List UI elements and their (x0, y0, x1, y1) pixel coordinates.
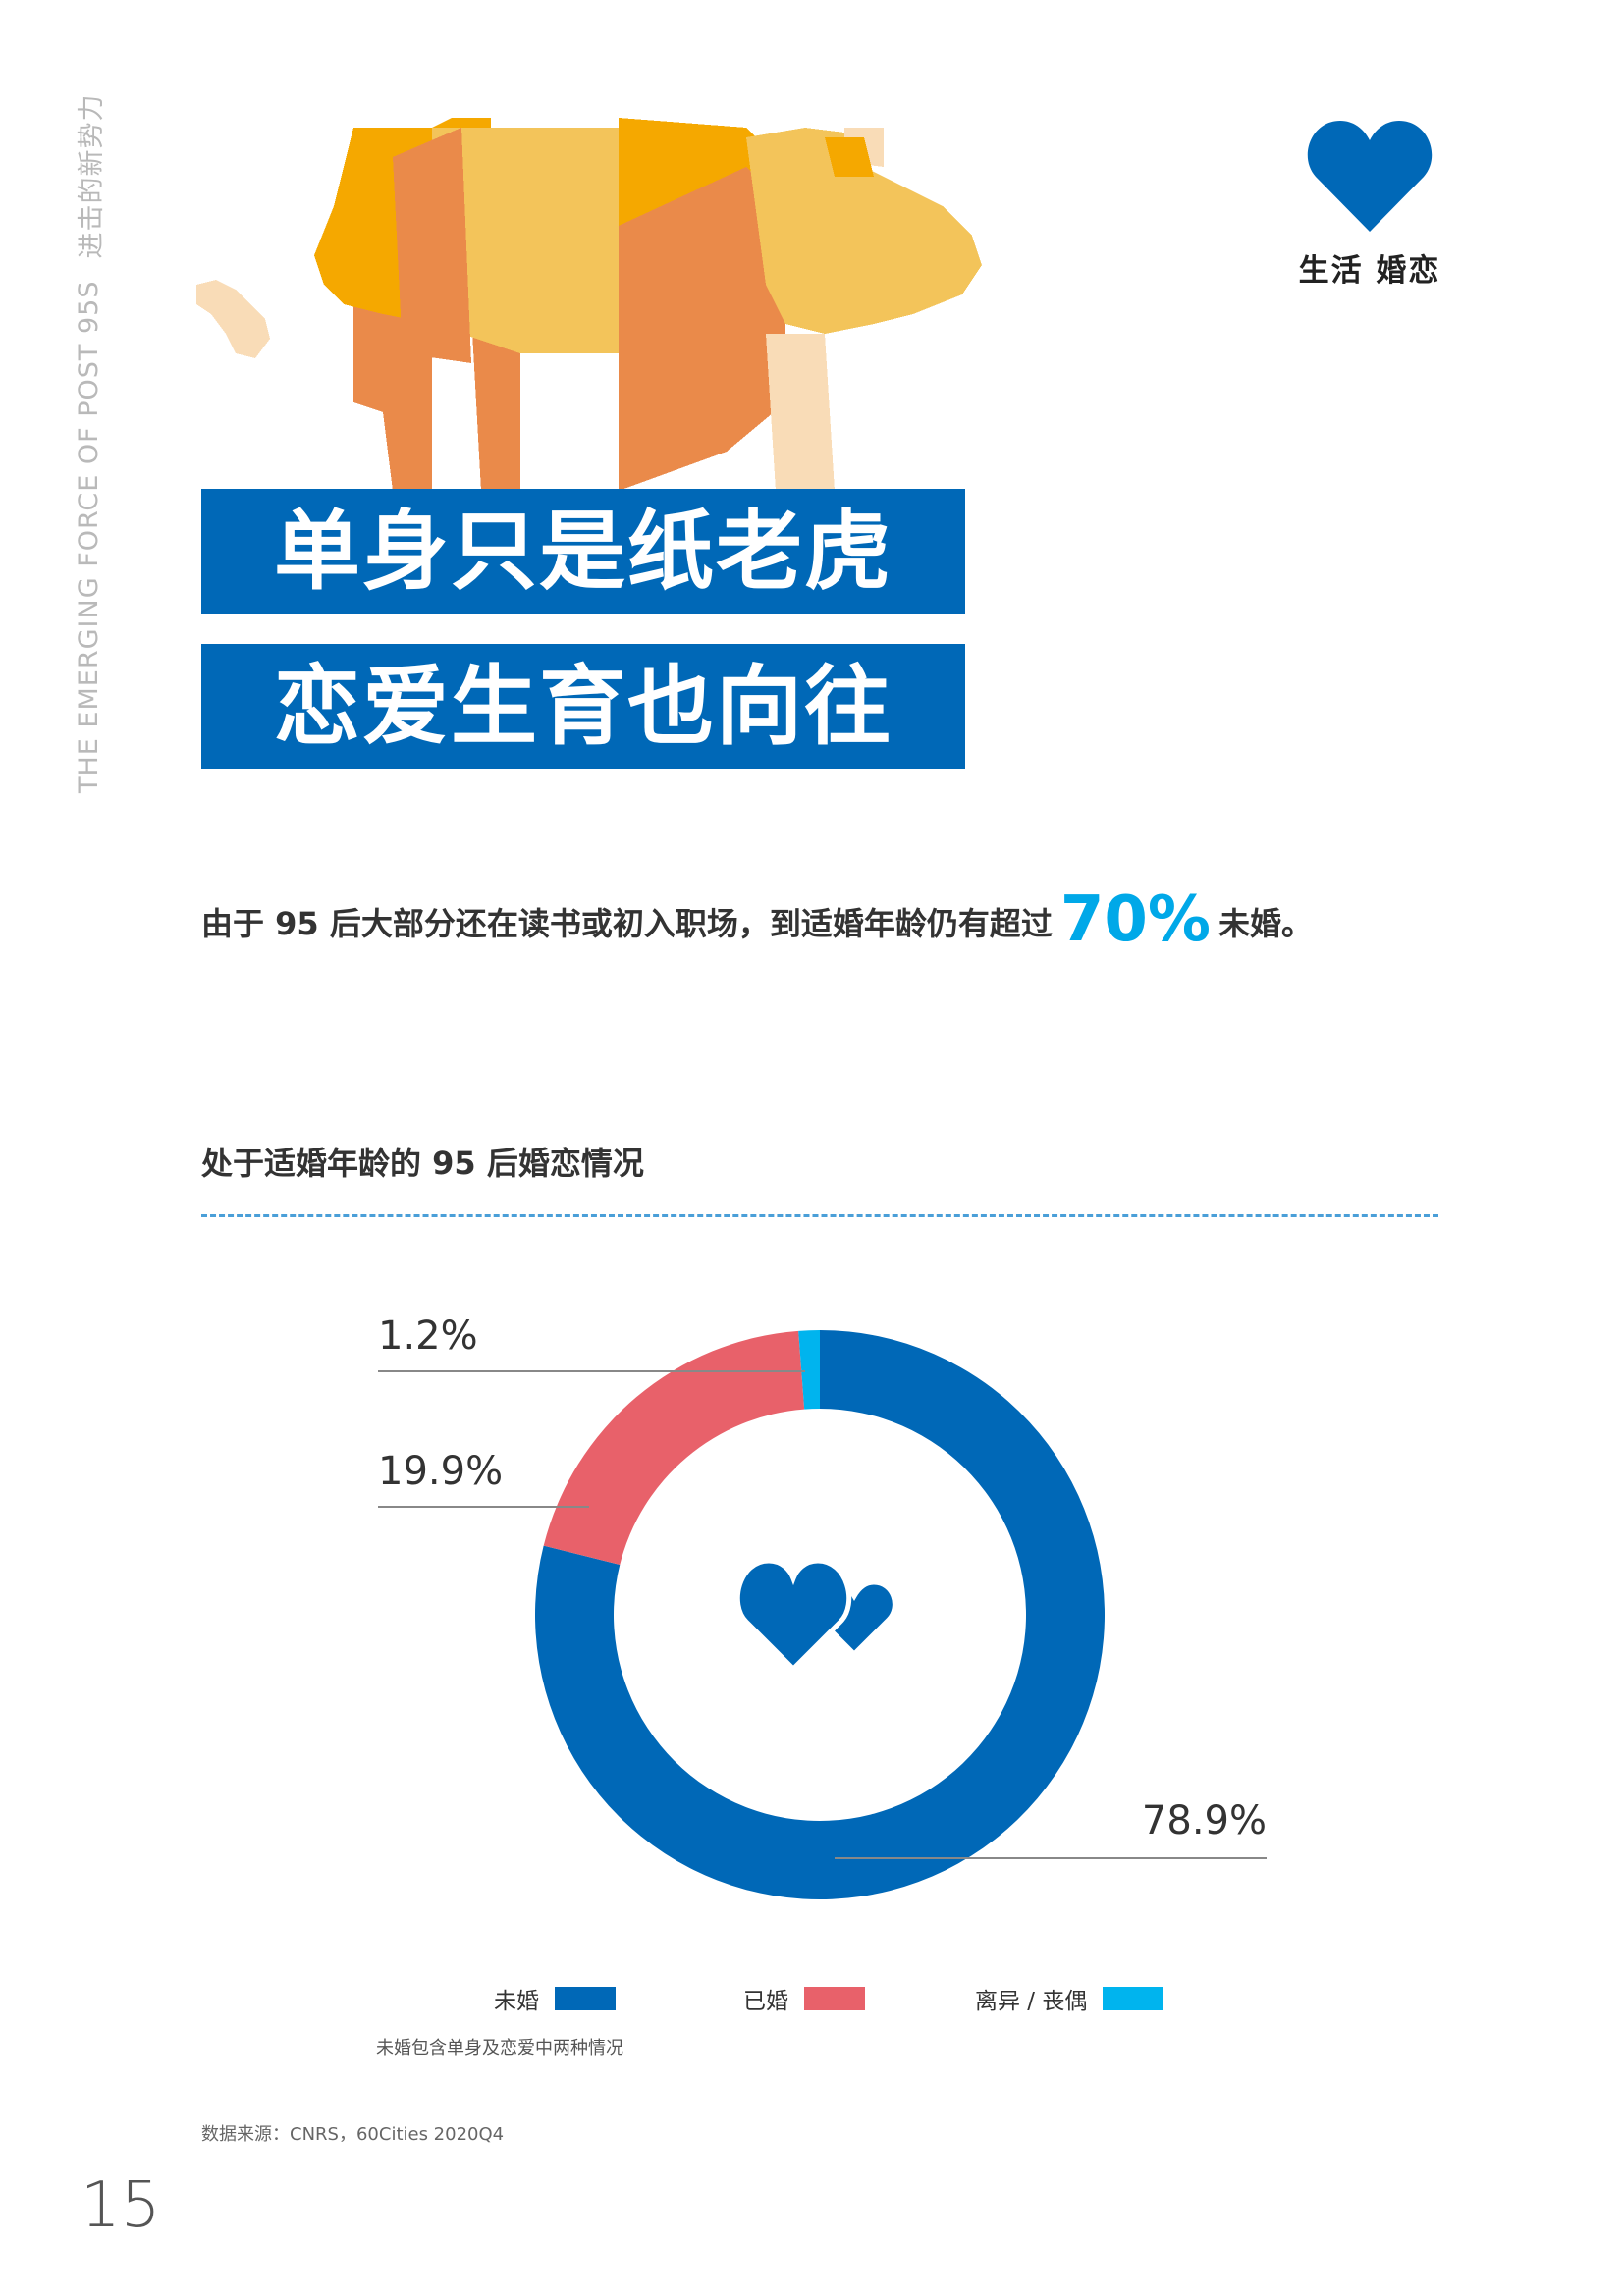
heart-icon (1307, 121, 1433, 232)
donut-chart: 78.9% 19.9% 1.2% (378, 1313, 1267, 1899)
donut-slice-2 (798, 1330, 820, 1410)
category-label: 生活 婚恋 (1298, 253, 1441, 289)
data-source: 数据来源：CNRS，60Cities 2020Q4 (201, 2124, 505, 2145)
legend-item-unmarried: 未婚 (494, 1982, 616, 2015)
legend-swatch-married (804, 1987, 865, 2010)
leader-lines (378, 1370, 1267, 1859)
side-caption: THE EMERGING FORCE OF POST 95S 进击的新势力 (71, 94, 107, 794)
title-line-1: 单身只是纸老虎 (201, 489, 965, 614)
intro-after: 未婚。 (1218, 905, 1314, 942)
side-caption-cn: 进击的新势力 (76, 93, 107, 259)
intro-before: 由于 95 后大部分还在读书或初入职场，到适婚年龄仍有超过 (201, 905, 1053, 942)
tiger-illustration (196, 118, 982, 491)
chart-title: 处于适婚年龄的 95 后婚恋情况 (201, 1145, 644, 1182)
legend-item-divorced: 离异 / 丧偶 (975, 1982, 1164, 2015)
intro-highlight: 70% (1059, 883, 1212, 956)
side-caption-en: THE EMERGING FORCE OF POST 95S (73, 280, 104, 794)
category-badge: 生活 婚恋 (1276, 116, 1463, 290)
legend-label-married: 已婚 (743, 1989, 788, 2014)
legend-label-divorced: 离异 / 丧偶 (975, 1989, 1088, 2014)
data-label-2: 1.2% (378, 1313, 478, 1359)
data-label-0: 78.9% (1142, 1798, 1267, 1843)
legend-swatch-divorced (1103, 1987, 1164, 2010)
title-line-2: 恋爱生育也向往 (201, 644, 965, 769)
data-label-1: 19.9% (378, 1449, 503, 1494)
dashed-divider (201, 1214, 1438, 1217)
legend-label-unmarried: 未婚 (494, 1989, 539, 2014)
legend-swatch-unmarried (555, 1987, 616, 2010)
double-heart-icon (734, 1558, 897, 1673)
chart-legend: 未婚 已婚 离异 / 丧偶 (0, 1982, 1623, 2021)
intro-text: 由于 95 后大部分还在读书或初入职场，到适婚年龄仍有超过 70% 未婚。 (201, 879, 1478, 965)
page-number: 15 (81, 2169, 161, 2242)
chart-footnote: 未婚包含单身及恋爱中两种情况 (376, 2038, 623, 2058)
data-labels: 78.9% 19.9% 1.2% (378, 1313, 1267, 1843)
legend-item-married: 已婚 (743, 1982, 865, 2015)
donut-slice-1 (543, 1330, 805, 1566)
donut-slices (535, 1330, 1105, 1899)
